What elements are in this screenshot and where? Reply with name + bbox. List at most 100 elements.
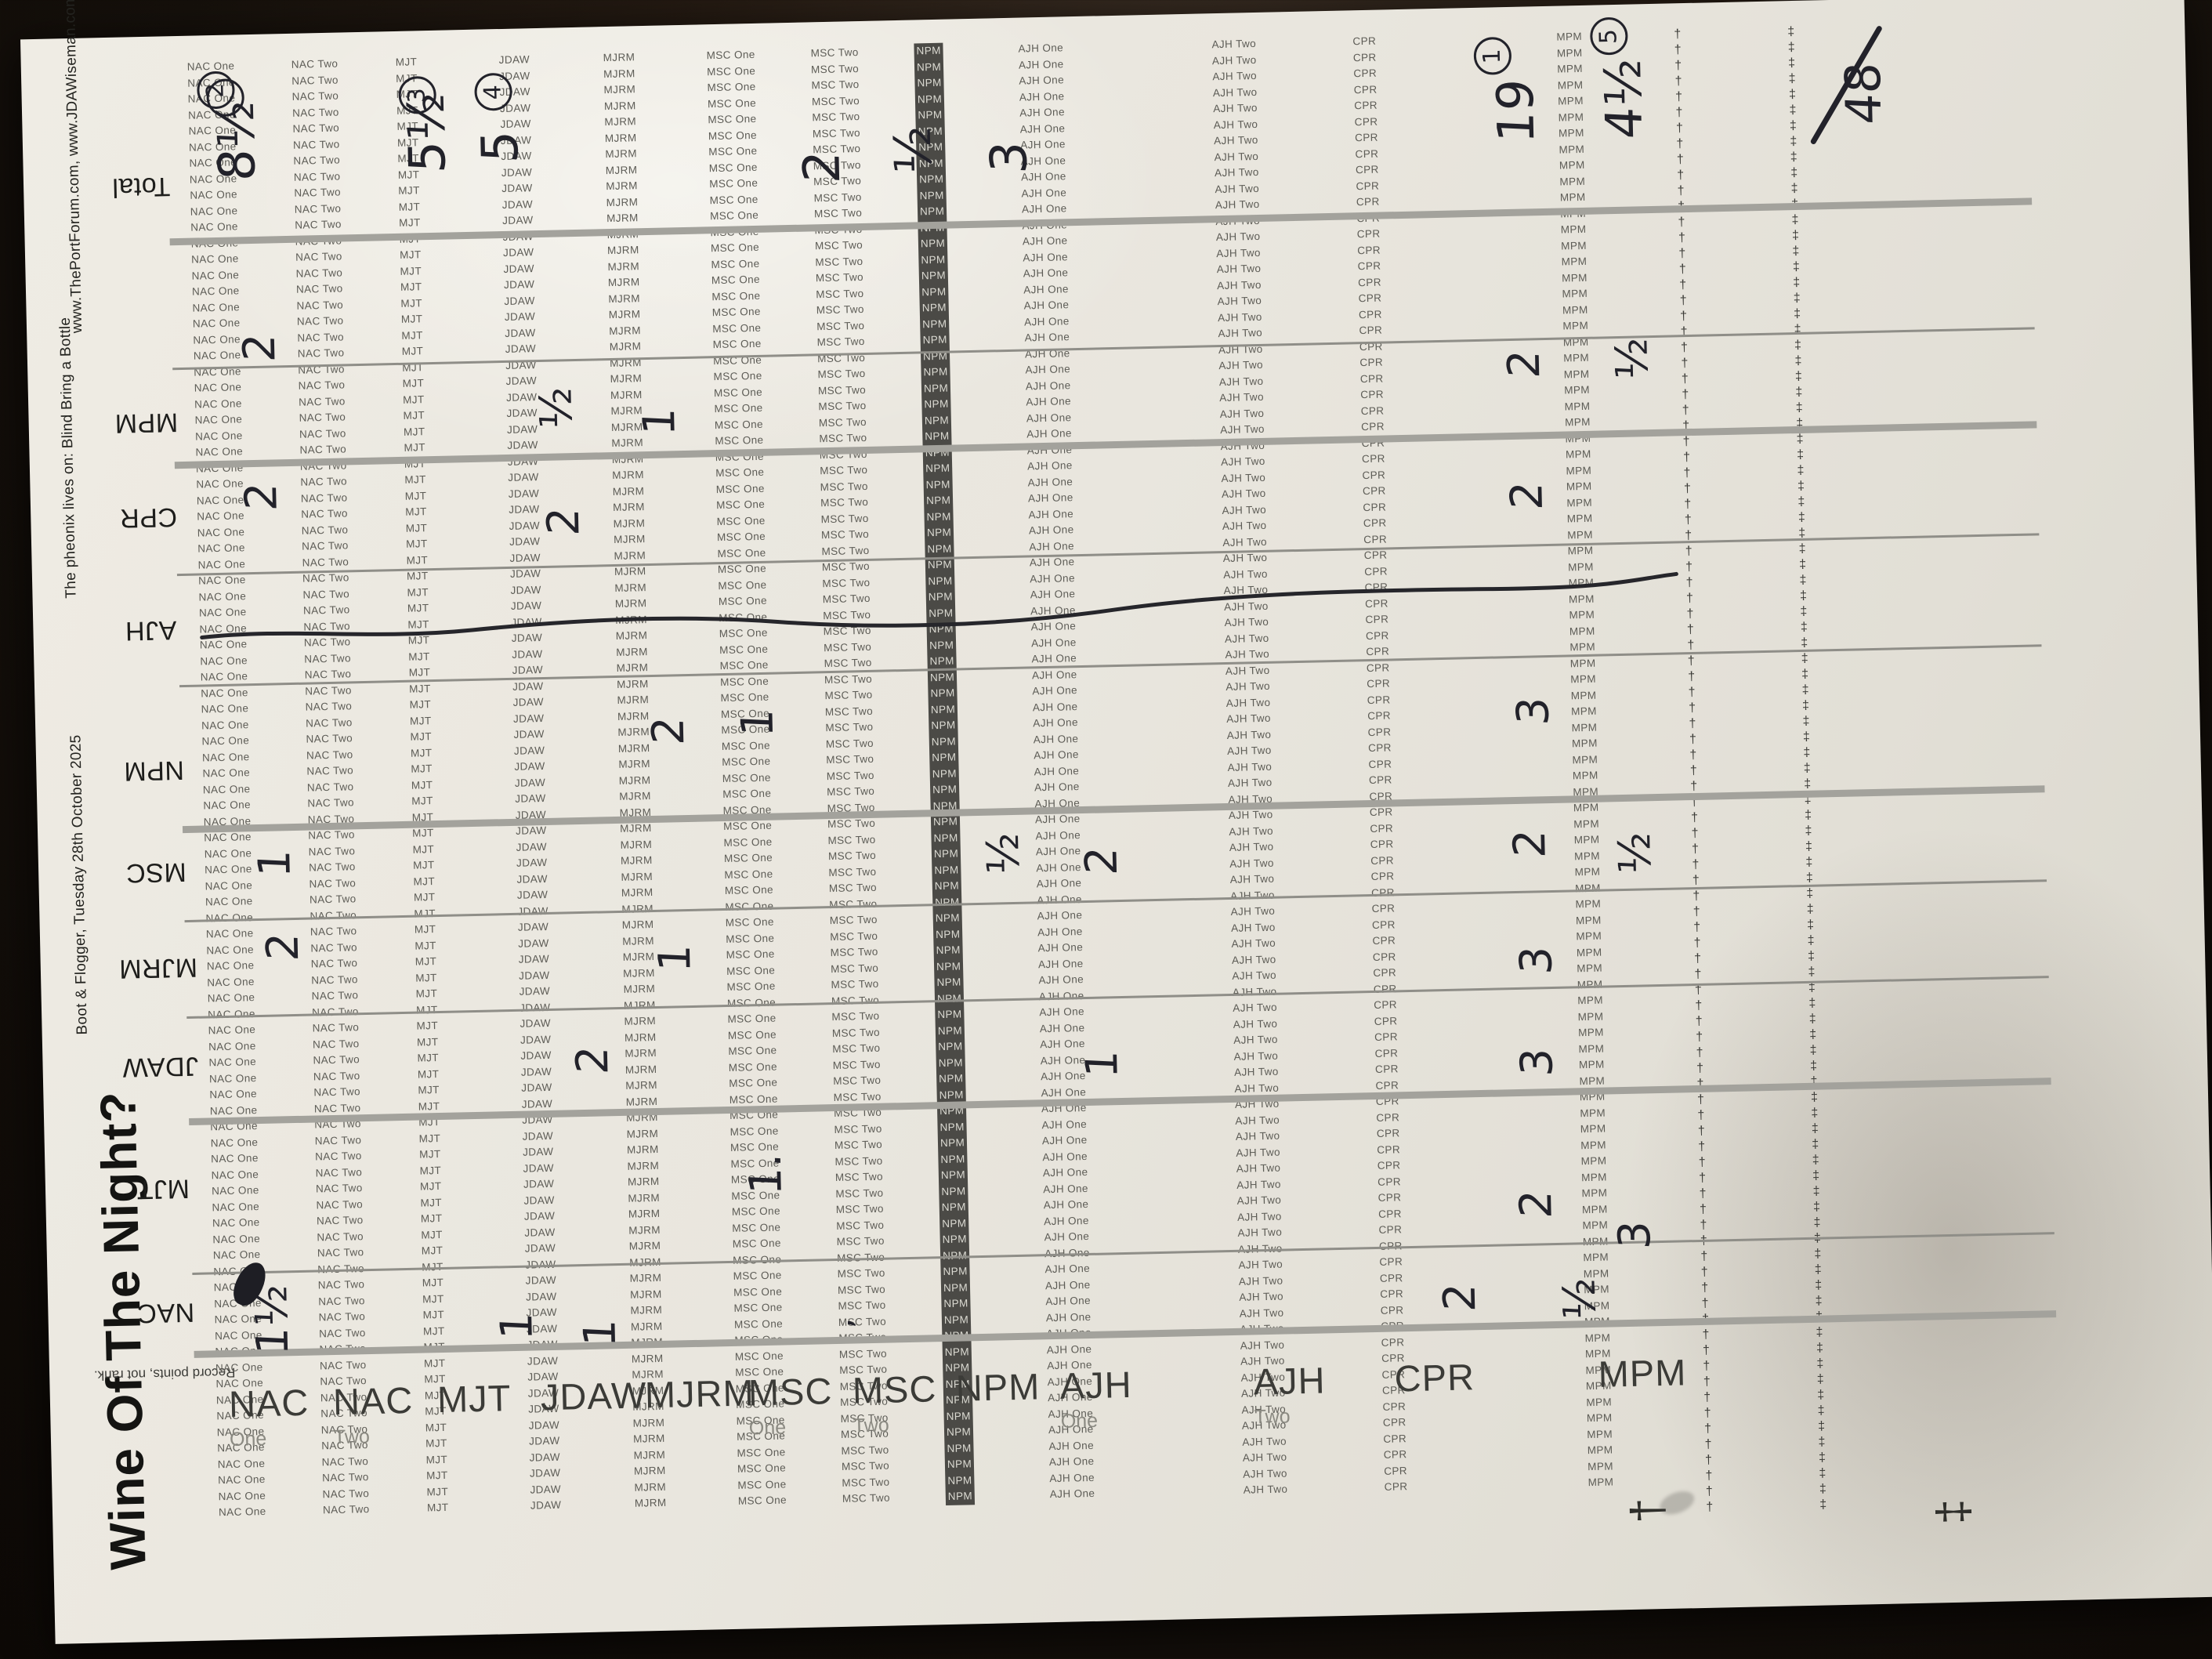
score-npm-by-total: 3: [980, 139, 1040, 175]
grid-line-0: [169, 197, 2033, 246]
grid-line-7: [186, 976, 2049, 1019]
score-mpm-by-mjt: 3: [1609, 1219, 1661, 1251]
watermark-column-mjrm: MJRM MJRM MJRM MJRM MJRM MJRM MJRM MJRM …: [603, 51, 667, 1509]
watermark-column-double-dagger: ‡ ‡ ‡ ‡ ‡ ‡ ‡ ‡ ‡ ‡ ‡ ‡ ‡ ‡ ‡ ‡ ‡ ‡ ‡ ‡ …: [1787, 24, 1827, 1512]
corner-note: Record points, not rank.: [93, 1364, 236, 1383]
watermark-column-npm: NPM NPM NPM NPM NPM NPM NPM NPM NPM NPM …: [914, 42, 976, 1505]
score-mjrm-by-mjrm: 1: [649, 943, 701, 973]
score-mjrm-by-nac: 1: [574, 1317, 627, 1348]
score-msc-one-by-total: 2: [793, 149, 853, 185]
wine-label-main: NPM: [955, 1365, 1041, 1409]
wine-labels: NAC One NAC Two MJT JDAW MJRM MSC One MSC Two NPM AJ…: [20, 0, 2184, 1524]
score-jdaw-by-cpr: 2: [538, 506, 590, 537]
wine-label-main: NAC: [332, 1378, 414, 1423]
scorer-header-mpm: MPM: [114, 407, 179, 439]
score-nac-one-by-mpm: 2: [234, 332, 286, 364]
grid-lines: [20, 0, 2184, 1358]
sheet-title: Wine Of The Night?: [89, 1090, 157, 1571]
score-cpr-by-msc: 2: [1504, 828, 1556, 859]
wine-label-main: MSC: [852, 1367, 937, 1411]
grid-line-6: [184, 879, 2047, 922]
tagline-text: The pheonix lives on: Blind Bring a Bott…: [56, 317, 80, 599]
watermark-column-ajh-two: AJH Two AJH Two AJH Two AJH Two AJH Two …: [1211, 37, 1288, 1496]
wine-label-sub: Two: [333, 1425, 371, 1449]
wine-label-ajh-two: AJH Two: [1253, 1359, 1327, 1429]
rank-circle-mpm: 5: [1589, 16, 1628, 56]
rank-digit: 5: [1595, 28, 1624, 45]
score-cpr-by-mjt: 2: [1510, 1189, 1562, 1219]
score-mjrm-by-npm: 2: [643, 715, 695, 746]
wine-label-msc-one: MSC One: [748, 1370, 833, 1440]
wine-label-nac-two: NAC Two: [332, 1378, 414, 1449]
wine-label-cpr: CPR: [1394, 1356, 1475, 1400]
wine-label-npm: NPM: [955, 1365, 1041, 1409]
score-jdaw-by-mpm: ½: [530, 385, 583, 431]
rank-digit: 1: [1479, 48, 1507, 64]
score-cpr-by-npm: 3: [1508, 696, 1560, 726]
score-nac-one-by-mjrm: 2: [257, 931, 310, 962]
scorer-headers: Total MPM CPR AJH NPM MSC MJRM JDAW MJT NAC: [20, 0, 2184, 1328]
score-npm-by-msc: 2: [1076, 846, 1128, 876]
scorer-header-mjrm: MJRM: [118, 952, 198, 984]
scorer-header-total: Total: [111, 171, 171, 203]
wine-label-mjrm: MJRM: [644, 1371, 755, 1416]
wine-label-main: CPR: [1394, 1356, 1475, 1400]
score-sheet-paper: www.ThePortForum.com, www.JDAWiseman.com…: [20, 0, 2212, 1644]
scorer-header-npm: NPM: [123, 755, 185, 787]
wine-label-main: MJT: [436, 1377, 512, 1421]
score-jdaw-by-jdaw: 2: [567, 1045, 619, 1076]
grid-line-10: [194, 1310, 2057, 1358]
score-cpr-by-mpm: 2: [1498, 349, 1551, 379]
rank-digit: 3: [403, 87, 432, 103]
rank-digit: 2: [201, 82, 230, 98]
handwritten-rank-circles: 1 2 3 4 5: [20, 0, 2184, 114]
scorer-header-mjt: MJT: [136, 1173, 190, 1204]
wine-label-main: MJRM: [644, 1371, 755, 1416]
wine-label-main: NAC: [228, 1381, 310, 1425]
grid-line-5: [182, 785, 2045, 834]
score-mjrm-by-mpm: 1: [633, 406, 686, 437]
grid-line-3: [176, 533, 2040, 576]
rank-circle-nac-one: 2: [196, 71, 235, 110]
wine-label-main: JDAW: [540, 1374, 647, 1418]
watermark-column-nac-two: NAC Two NAC Two NAC Two NAC Two NAC Two …: [291, 57, 370, 1516]
score-mpm-by-total: 4½: [1594, 56, 1655, 140]
watermark-column-mjt: MJT MJT MJT MJT MJT MJT MJT MJT MJT MJT …: [395, 56, 449, 1514]
wine-label-mjt: MJT: [436, 1377, 512, 1421]
watermark-column-cpr: CPR CPR CPR CPR CPR CPR CPR CPR CPR CPR …: [1352, 34, 1408, 1493]
score-cpr-by-mjrm: 3: [1511, 945, 1563, 976]
watermark-column-mpm: MPM MPM MPM MPM MPM MPM MPM MPM MPM MPM …: [1556, 30, 1614, 1489]
wine-label-sub: Two: [853, 1414, 889, 1437]
scorer-header-jdaw: JDAW: [121, 1051, 199, 1083]
watermark-column-msc-one: MSC One MSC One MSC One MSC One MSC One …: [706, 48, 787, 1507]
score-msc-one-by-npm: 1: [732, 707, 784, 738]
rank-circle-cpr: 1: [1473, 36, 1512, 75]
wine-label-sub: One: [748, 1416, 787, 1440]
score-jdaw-by-nac: 1: [491, 1310, 543, 1342]
wine-label-double-dagger: ‡: [1927, 1498, 1979, 1525]
watermark-columns: NAC One NAC One NAC One NAC One NAC One …: [20, 0, 2184, 1518]
scorer-header-msc: MSC: [125, 857, 187, 889]
score-nac-one-by-msc: 1: [249, 848, 301, 878]
wine-label-msc-two: MSC Two: [852, 1367, 937, 1437]
score-cpr-by-cpr: 2: [1501, 480, 1554, 511]
score-cpr-by-nac: 2: [1434, 1282, 1486, 1313]
scorer-header-cpr: CPR: [119, 502, 178, 534]
watermark-column-jdaw: JDAW JDAW JDAW JDAW JDAW JDAW JDAW JDAW …: [498, 53, 562, 1512]
wine-label-nac-one: NAC One: [228, 1381, 310, 1451]
watermark-column-dagger: † † † † † † † † † † † † † † † † † † † † …: [1674, 27, 1714, 1514]
score-mpm-by-msc: ½: [1609, 830, 1662, 876]
grid-line-1: [172, 327, 2035, 370]
grand-total-value: 48: [1834, 60, 1893, 126]
score-cpr-by-jdaw: 3: [1511, 1047, 1563, 1078]
wine-label-sub: One: [1060, 1409, 1099, 1433]
wine-label-ajh-one: AJH One: [1059, 1364, 1133, 1433]
score-msc-two-by-total: ½: [884, 124, 944, 176]
score-npm-by-jdaw: 1: [1076, 1049, 1128, 1079]
score-msc-two-by-msc: ½: [977, 831, 1030, 876]
handwritten-scores: 8½ 2 2 1 2 1½ 5½ ½ 2 2 1 5 1 2 1 1 2 1 1., ½ ½ 3 2 1 19 2 2 3 2 3 3 2 2 4…: [20, 0, 2184, 1357]
wine-label-sub: Two: [1254, 1405, 1291, 1429]
score-mpm-by-mpm: ½: [1606, 335, 1659, 382]
watermark-column-msc-two: MSC Two MSC Two MSC Two MSC Two MSC Two …: [810, 46, 891, 1505]
